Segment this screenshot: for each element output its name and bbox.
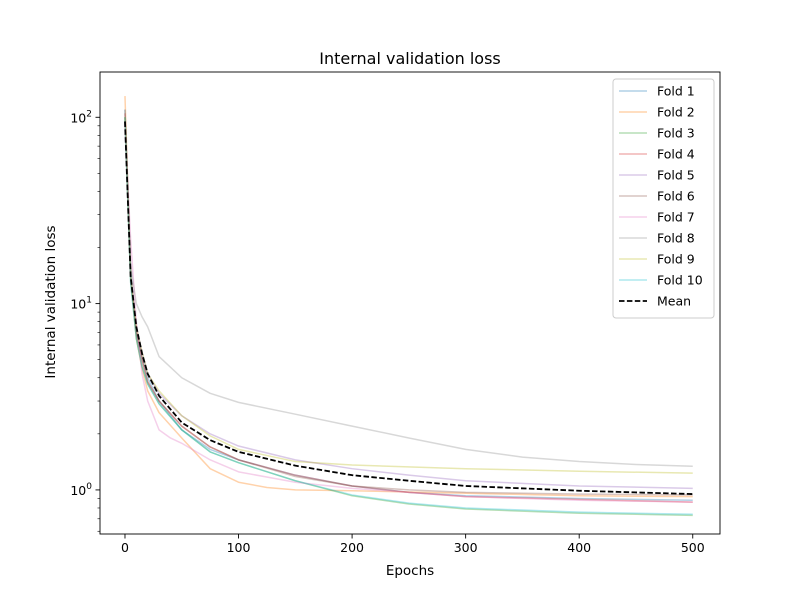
chart-title: Internal validation loss: [319, 49, 501, 68]
legend-label-fold-8: Fold 8: [657, 231, 695, 246]
series-line-fold-2: [124, 96, 693, 498]
y-tick-label: 100: [70, 482, 92, 498]
legend-label-fold-10: Fold 10: [657, 273, 703, 288]
series-line-fold-4: [124, 113, 693, 503]
legend-label-fold-4: Fold 4: [657, 147, 695, 162]
x-axis-label: Epochs: [386, 563, 434, 579]
legend-label-fold-3: Fold 3: [657, 126, 695, 141]
y-axis-label: Internal validation loss: [43, 225, 59, 378]
legend-label-fold-1: Fold 1: [657, 84, 695, 99]
x-tick-label: 400: [567, 540, 591, 555]
legend-label-mean: Mean: [657, 294, 691, 309]
legend-label-fold-5: Fold 5: [657, 168, 695, 183]
legend-label-fold-2: Fold 2: [657, 105, 695, 120]
series-line-fold-8: [124, 109, 693, 467]
series-line-fold-6: [124, 117, 693, 496]
x-tick-label: 300: [454, 540, 478, 555]
x-tick-label: 100: [227, 540, 251, 555]
x-tick-label: 500: [681, 540, 705, 555]
legend-label-fold-9: Fold 9: [657, 252, 695, 267]
axes: 0 100 200 300 400 500 100 101 102: [70, 71, 721, 555]
series-line-mean: [124, 121, 693, 495]
y-tick-label: 101: [70, 296, 92, 312]
plot-frame: [99, 71, 721, 535]
series-line-fold-7: [124, 125, 693, 503]
plot-lines: [124, 96, 693, 517]
x-tick-label: 0: [121, 540, 129, 555]
series-line-fold-10: [124, 117, 693, 516]
series-line-fold-1: [124, 109, 693, 502]
legend-label-fold-6: Fold 6: [657, 189, 695, 204]
legend-label-fold-7: Fold 7: [657, 210, 695, 225]
series-line-fold-3: [124, 117, 693, 517]
x-tick-label: 200: [340, 540, 364, 555]
legend: Fold 1 Fold 2 Fold 3 Fold 4 Fold 5 Fold 6 Fold…: [612, 78, 715, 319]
y-tick-label: 102: [70, 109, 92, 125]
legend-box: [612, 78, 715, 319]
